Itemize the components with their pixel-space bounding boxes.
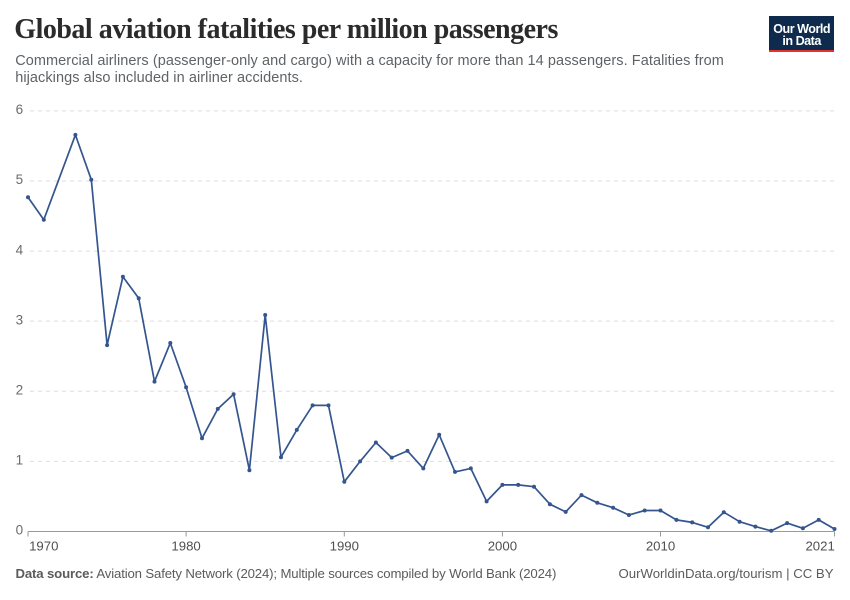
svg-text:0: 0 — [16, 523, 24, 538]
svg-text:2010: 2010 — [646, 538, 675, 553]
svg-text:3: 3 — [16, 312, 24, 327]
svg-text:4: 4 — [16, 242, 24, 257]
svg-text:6: 6 — [16, 102, 24, 117]
svg-text:5: 5 — [16, 172, 24, 187]
svg-text:1990: 1990 — [330, 538, 359, 553]
svg-text:2000: 2000 — [488, 538, 517, 553]
svg-text:1970: 1970 — [29, 538, 58, 553]
svg-text:1: 1 — [16, 453, 24, 468]
svg-text:2021: 2021 — [805, 538, 834, 553]
svg-text:2: 2 — [16, 382, 24, 397]
svg-text:1980: 1980 — [171, 538, 200, 553]
